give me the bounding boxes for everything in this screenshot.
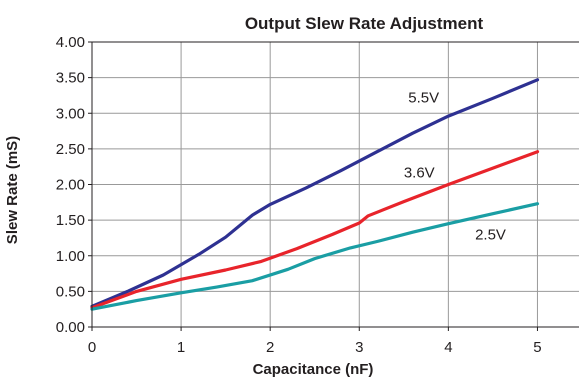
y-tick-label: 2.00 bbox=[56, 177, 85, 194]
y-axis-label: Slew Rate (mS) bbox=[4, 136, 21, 244]
plot-frame bbox=[91, 41, 579, 328]
y-tick-label: 0.00 bbox=[56, 319, 85, 336]
series-line-5-5v bbox=[90, 78, 540, 308]
x-tick-label: 3 bbox=[355, 339, 363, 356]
x-tick-label: 2 bbox=[266, 339, 274, 356]
y-tick-label: 1.00 bbox=[56, 248, 85, 265]
y-tick-label: 3.00 bbox=[56, 105, 85, 122]
x-tick-label: 0 bbox=[88, 339, 96, 356]
x-tick-label: 4 bbox=[444, 339, 452, 356]
y-tick-label: 3.50 bbox=[56, 70, 85, 87]
series-lines bbox=[90, 78, 540, 311]
y-tick-label: 1.50 bbox=[56, 212, 85, 229]
y-tick-labels: 0.00 0.50 1.00 1.50 2.00 2.50 3.00 3.50 4.00 bbox=[56, 34, 92, 336]
x-tick-label: 1 bbox=[177, 339, 185, 356]
series-label-3-6v: 3.6V bbox=[404, 164, 435, 181]
y-tick-label: 2.50 bbox=[56, 141, 85, 158]
series-line-3-6v bbox=[90, 150, 540, 310]
series-line-2-5v bbox=[90, 202, 540, 311]
chart-title: Output Slew Rate Adjustment bbox=[245, 14, 484, 33]
x-axis-label: Capacitance (nF) bbox=[253, 361, 374, 378]
x-tick-label: 5 bbox=[533, 339, 541, 356]
x-tick-labels: 0 1 2 3 4 5 bbox=[88, 327, 542, 356]
y-tick-label: 4.00 bbox=[56, 34, 85, 51]
series-label-2-5v: 2.5V bbox=[475, 226, 506, 243]
y-tick-label: 0.50 bbox=[56, 283, 85, 300]
grid bbox=[92, 42, 579, 327]
series-label-5-5v: 5.5V bbox=[408, 90, 439, 107]
series-labels: 5.5V 3.6V 2.5V bbox=[404, 90, 506, 244]
